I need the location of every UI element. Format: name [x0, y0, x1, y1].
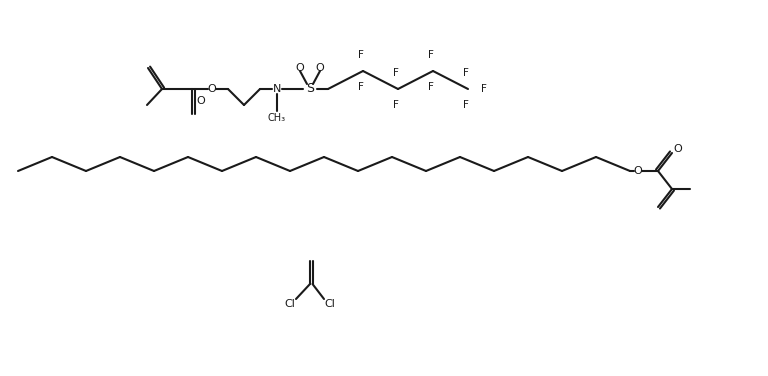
Text: F: F — [463, 68, 469, 78]
Text: Cl: Cl — [285, 299, 296, 309]
Text: F: F — [463, 100, 469, 110]
Text: F: F — [393, 68, 399, 78]
Text: S: S — [306, 82, 314, 96]
Text: O: O — [207, 84, 217, 94]
Text: O: O — [296, 63, 304, 73]
Text: F: F — [358, 82, 364, 92]
Text: O: O — [634, 166, 642, 176]
Text: N: N — [273, 84, 281, 94]
Text: O: O — [316, 63, 324, 73]
Text: F: F — [428, 50, 434, 60]
Text: O: O — [197, 97, 205, 106]
Text: F: F — [481, 84, 487, 94]
Text: F: F — [428, 82, 434, 92]
Text: O: O — [674, 144, 683, 154]
Text: F: F — [393, 100, 399, 110]
Text: F: F — [358, 50, 364, 60]
Text: Cl: Cl — [325, 299, 336, 309]
Text: CH₃: CH₃ — [268, 113, 286, 123]
